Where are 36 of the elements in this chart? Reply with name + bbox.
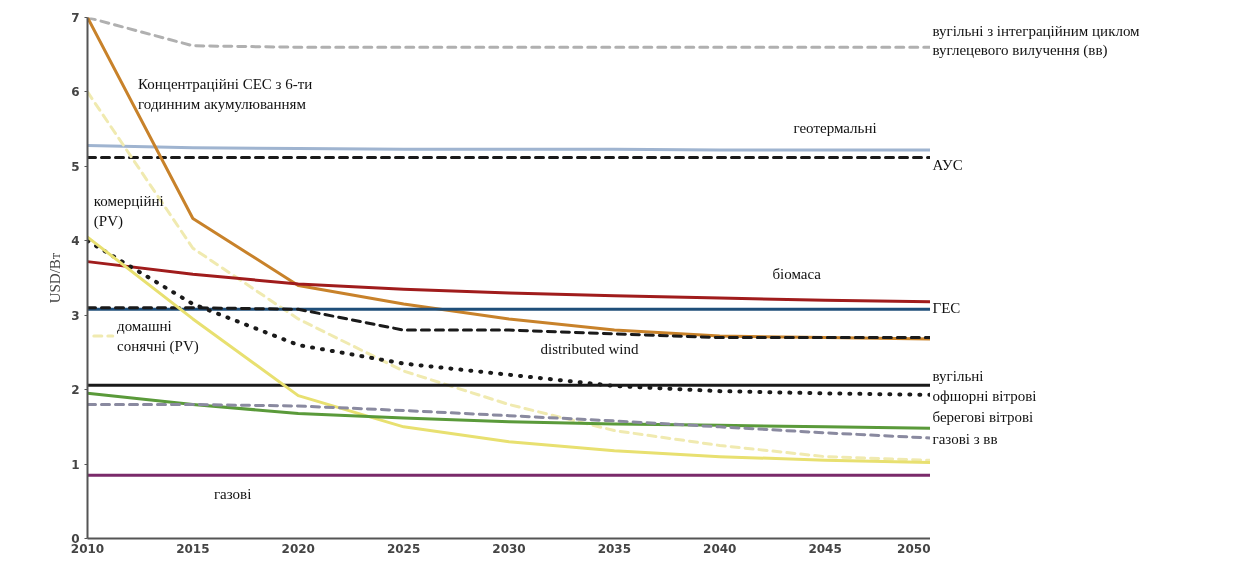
- x-tick-label: 2040: [703, 541, 737, 556]
- y-tick-label: 1: [71, 457, 80, 472]
- line-series: [87, 403, 930, 440]
- y-tick-label: 4: [71, 234, 80, 249]
- x-tick-label: 2045: [808, 541, 842, 556]
- x-tick-label: 2030: [492, 541, 526, 556]
- line-series: [87, 238, 930, 397]
- series-label: газові: [213, 485, 252, 502]
- series-label: АУС: [932, 157, 963, 174]
- y-axis-title: USD/Вт: [47, 252, 64, 304]
- series-label: офшорні вітрові: [932, 387, 1037, 404]
- y-tick-label: 7: [71, 11, 80, 25]
- series-label: газові з вв: [932, 431, 998, 448]
- line-series: [87, 235, 930, 465]
- line-series: [87, 260, 930, 304]
- x-tick-label: 2035: [597, 541, 632, 556]
- series-label: Концентраційні СЕС з 6-ти годинним акумулюванням: [138, 76, 313, 112]
- x-tick-label: 2020: [281, 541, 315, 556]
- y-tick-label: 2: [71, 383, 80, 398]
- legend-label: домашні сонячні (PV): [117, 318, 199, 355]
- y-tick-label: 5: [71, 159, 80, 174]
- x-tick-label: 2050: [897, 541, 931, 556]
- x-tick-label: 2025: [386, 541, 421, 556]
- y-tick-label: 3: [71, 308, 80, 323]
- series-label: геотермальні: [793, 119, 877, 136]
- line-series: [87, 90, 930, 462]
- series-label: вугільні з інтеграційним циклом вуглецевого вилучення (вв): [932, 23, 1141, 60]
- series-label: вугільні: [932, 368, 984, 385]
- x-tick-label: 2015: [176, 541, 210, 556]
- series-label: комерційні (PV): [93, 193, 164, 230]
- series-label: ГЕС: [932, 299, 961, 316]
- line-series: [87, 391, 930, 430]
- y-tick-label: 6: [71, 85, 80, 100]
- series-label: берегові вітрові: [932, 408, 1034, 425]
- series-label: distributed wind: [540, 340, 640, 357]
- series-label: біомаса: [772, 266, 822, 283]
